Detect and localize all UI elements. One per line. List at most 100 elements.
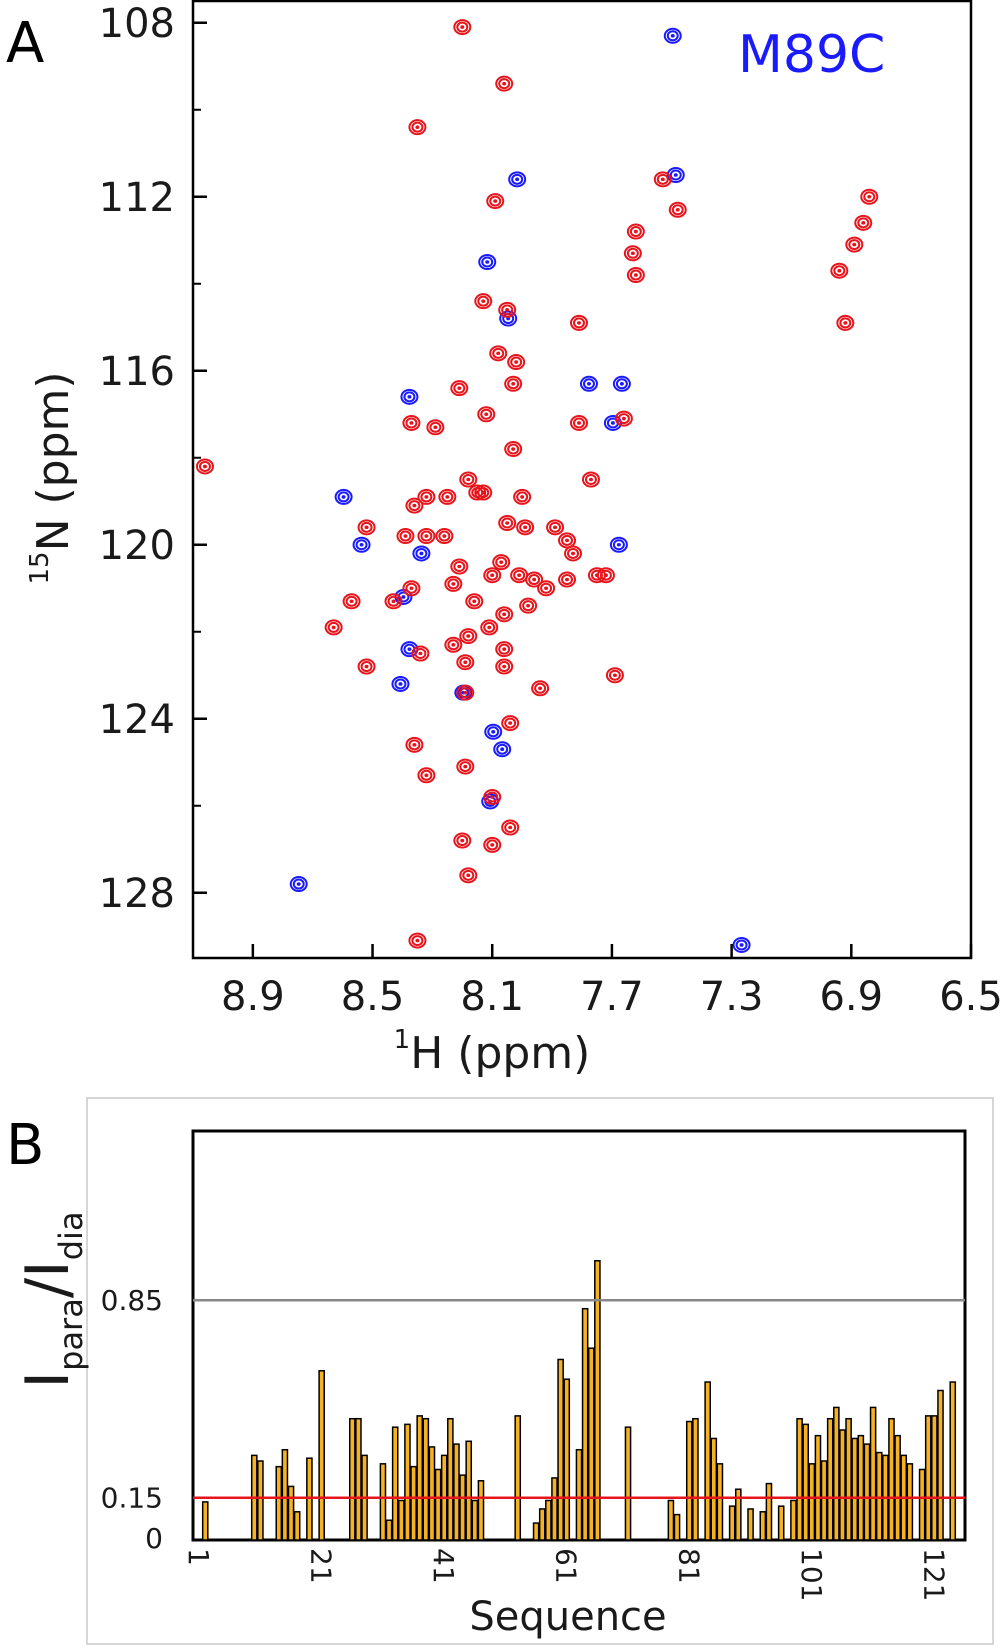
peak-contour-mid xyxy=(292,878,305,890)
bar xyxy=(355,1417,362,1541)
peak-contour-mid xyxy=(516,491,529,503)
peak-contour-mid xyxy=(327,621,340,633)
bar xyxy=(201,1501,209,1541)
peak-contour-outer xyxy=(484,723,503,740)
peak-contour-outer xyxy=(474,484,493,501)
peak-red xyxy=(830,262,849,279)
peak-red xyxy=(587,567,606,584)
peak-contour-mid xyxy=(408,739,421,751)
peak-contour-core xyxy=(460,838,465,843)
peak-contour-outer xyxy=(483,836,502,853)
bar xyxy=(820,1460,828,1541)
panel-b-outer-border xyxy=(86,1097,994,1645)
peak-contour-mid xyxy=(486,569,499,581)
peak-blue xyxy=(391,675,410,692)
bar xyxy=(685,1420,693,1541)
panel-a-peaks xyxy=(195,19,879,953)
peak-contour-outer xyxy=(499,310,518,327)
peak-contour-outer xyxy=(405,497,424,514)
peak-red xyxy=(477,406,496,423)
peak-contour-outer xyxy=(519,597,538,614)
bar xyxy=(728,1505,736,1541)
peak-contour-outer xyxy=(405,736,424,753)
peak-contour-mid xyxy=(405,582,418,594)
peak-contour-outer xyxy=(501,819,520,836)
peak-red xyxy=(614,410,633,427)
peak-contour-mid xyxy=(629,226,642,238)
peak-contour-core xyxy=(364,525,369,530)
bar xyxy=(734,1488,742,1541)
x-tick-label: 7.3 xyxy=(700,974,764,1020)
peak-contour-core xyxy=(451,582,456,586)
peak-contour-mid xyxy=(848,239,861,251)
peak-contour-core xyxy=(500,747,505,751)
peak-red xyxy=(417,488,436,505)
peak-contour-outer xyxy=(495,641,514,658)
peak-contour-mid xyxy=(513,569,526,581)
peak-contour-mid xyxy=(573,417,586,429)
peak-red xyxy=(501,715,520,732)
peak-red xyxy=(474,293,493,310)
peak-contour-mid xyxy=(489,195,502,207)
peak-contour-mid xyxy=(441,491,454,503)
peak-contour-outer xyxy=(334,488,353,505)
peak-contour-core xyxy=(837,268,842,273)
bar xyxy=(839,1429,846,1541)
peak-red xyxy=(444,636,463,653)
peak-contour-mid xyxy=(459,656,472,668)
peak-contour-outer xyxy=(402,414,421,431)
peak-contour-outer xyxy=(504,441,523,458)
peak-red xyxy=(489,345,508,362)
peak-contour-core xyxy=(630,251,635,256)
peak-red xyxy=(653,171,672,188)
bar xyxy=(863,1443,871,1541)
peak-red xyxy=(495,606,514,623)
peak-contour-outer xyxy=(498,301,517,318)
peak-contour-mid xyxy=(561,574,574,586)
peak-contour-core xyxy=(398,682,403,686)
x-tick-label: 41 xyxy=(427,1548,460,1584)
peak-contour-core xyxy=(460,25,465,29)
peak-contour-core xyxy=(442,534,447,538)
panel-a-x-ticks: 8.9 8.5 8.1 7.7 7.3 6.9 6.5 xyxy=(221,944,1000,1020)
peak-contour-outer xyxy=(626,267,645,284)
peak-contour-mid xyxy=(671,204,684,216)
bar xyxy=(398,1499,405,1541)
bar xyxy=(888,1417,895,1541)
peak-contour-core xyxy=(514,360,519,364)
peak-blue xyxy=(493,741,512,758)
peak-contour-outer xyxy=(411,645,430,662)
peak-contour-core xyxy=(424,495,429,499)
peak-red xyxy=(483,567,502,584)
peak-contour-outer xyxy=(830,262,849,279)
peak-red xyxy=(623,245,642,262)
peak-contour-core xyxy=(621,416,626,421)
bar xyxy=(551,1477,558,1541)
peak-contour-mid xyxy=(498,661,511,673)
peak-contour-outer xyxy=(478,254,497,270)
bar xyxy=(348,1417,356,1541)
peak-contour-core xyxy=(487,625,492,630)
peak-contour-core xyxy=(419,551,424,556)
peak-contour-outer xyxy=(477,406,496,423)
bar xyxy=(287,1485,295,1541)
peak-contour-outer xyxy=(507,354,526,371)
bar xyxy=(931,1415,938,1541)
panel-b-reference-lines xyxy=(193,1298,965,1499)
peak-blue xyxy=(612,375,631,392)
peak-contour-core xyxy=(499,560,504,564)
peak-red xyxy=(498,515,517,531)
peak-red xyxy=(453,832,472,849)
bar xyxy=(257,1460,264,1541)
x-tick-label: 81 xyxy=(672,1548,705,1584)
bar xyxy=(667,1499,675,1541)
peak-red xyxy=(531,680,550,697)
panel-a-title: M89C xyxy=(738,25,885,85)
peak-contour-outer xyxy=(513,488,532,505)
peak-contour-core xyxy=(571,551,576,556)
bar xyxy=(833,1406,840,1541)
peak-contour-outer xyxy=(579,375,598,392)
peak-contour-outer xyxy=(537,580,556,597)
peak-red xyxy=(498,301,517,318)
